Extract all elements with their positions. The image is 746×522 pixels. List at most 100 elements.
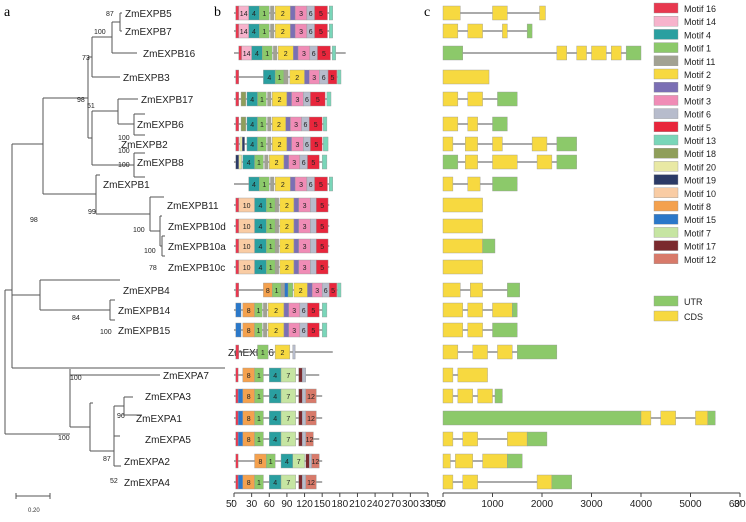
cds-block — [442, 302, 463, 318]
cds-block — [492, 5, 508, 21]
panel-label-b: b — [214, 5, 221, 20]
utr-block — [482, 238, 496, 254]
motif-box — [237, 388, 244, 404]
legend-swatch — [653, 2, 679, 14]
motif-box — [235, 410, 239, 426]
motif-box — [280, 474, 296, 490]
motif-box — [293, 197, 299, 213]
legend-swatch — [653, 253, 679, 265]
motif-box-label: 2 — [285, 224, 289, 231]
motif-box-label: 7 — [286, 416, 290, 423]
legend-swatch — [653, 68, 679, 80]
cds-block — [507, 431, 528, 447]
utr-block — [492, 322, 518, 338]
cds-block — [467, 91, 483, 107]
motif-box — [286, 91, 292, 107]
motif-box-label: 6 — [302, 328, 306, 335]
bootstrap-value: 100 — [133, 227, 145, 234]
motif-box — [235, 238, 239, 254]
cds-block — [467, 302, 483, 318]
motif-box-label: 6 — [324, 288, 328, 295]
motif-box-label: 7 — [286, 437, 290, 444]
motif-box-label: 8 — [259, 459, 263, 466]
utr-block — [492, 176, 518, 192]
cds-block — [467, 176, 481, 192]
motif-box-label: 6 — [302, 308, 306, 315]
motif-box-label: 1 — [260, 122, 264, 129]
utr-block — [551, 474, 572, 490]
cds-block — [442, 474, 454, 490]
cds-block — [531, 136, 548, 152]
legend-label: Motif 6 — [684, 110, 711, 120]
motif-box-label: 5 — [311, 160, 315, 167]
bootstrap-value: 98 — [30, 217, 38, 224]
motif-box — [235, 259, 239, 275]
motif-box-label: 4 — [252, 11, 256, 18]
axis-c-3prime: 3' — [734, 499, 742, 510]
motif-box — [254, 410, 264, 426]
motif-box — [235, 431, 239, 447]
gene-label: ZmEXPB1 — [103, 180, 150, 191]
motif-box-label: 1 — [257, 437, 261, 444]
legend-label: Motif 18 — [684, 149, 716, 159]
cds-block — [442, 69, 490, 85]
cds-block — [497, 344, 513, 360]
motif-box-label: 5 — [331, 288, 335, 295]
motif-box-label: 2 — [284, 51, 288, 58]
motif-box — [310, 91, 326, 107]
motif-box-label: 4 — [255, 51, 259, 58]
legend-label: Motif 10 — [684, 189, 716, 199]
cds-block — [467, 116, 478, 132]
motif-box — [317, 45, 331, 61]
motif-box — [235, 5, 239, 21]
motif-box — [257, 136, 267, 152]
motif-box-label: 5 — [322, 51, 326, 58]
motif-box-label: 7 — [286, 480, 290, 487]
motif-box-label: 14 — [240, 11, 248, 18]
motif-box — [301, 367, 306, 383]
motif-box — [263, 322, 268, 338]
motif-box — [235, 344, 239, 360]
motif-box — [286, 136, 292, 152]
motif-box-label: 10 — [243, 203, 251, 210]
motif-box — [298, 410, 303, 426]
legend-label: CDS — [684, 312, 703, 322]
cds-block — [442, 23, 459, 39]
motif-box-label: 5 — [320, 265, 324, 272]
motif-box-label: 4 — [259, 224, 263, 231]
bootstrap-value: 73 — [82, 55, 90, 62]
motif-box-label: 5 — [320, 224, 324, 231]
utr-block — [517, 344, 558, 360]
axis-b-tick: 270 — [384, 499, 401, 510]
motif-box — [235, 69, 239, 85]
motif-box-label: 8 — [247, 373, 251, 380]
legend-swatch — [653, 295, 679, 307]
structure-axis: 5' 3' 0 1000 2000 3000 4000 5000 6000 — [436, 492, 746, 510]
bootstrap-value: 100 — [118, 148, 130, 155]
motif-box-label: 2 — [281, 350, 285, 357]
motif-box-label: 6 — [322, 75, 326, 82]
motif-box — [267, 116, 272, 132]
legend-label: Motif 11 — [684, 57, 715, 67]
axis-b-tick: 330 — [420, 499, 437, 510]
bootstrap-value: 100 — [144, 248, 156, 255]
motif-box-label: 1 — [275, 288, 279, 295]
motif-box — [307, 282, 313, 298]
motif-box — [301, 410, 306, 426]
bootstrap-value: 87 — [106, 11, 114, 18]
gene-label: ZmEXPB17 — [141, 95, 194, 106]
gene-label: ZmEXPA7 — [163, 371, 209, 382]
legend-label: Motif 8 — [684, 202, 711, 212]
motif-box-label: 3 — [292, 160, 296, 167]
motif-box-label: 5 — [331, 75, 335, 82]
motif-box-label: 7 — [286, 373, 290, 380]
gene-structure-panel — [442, 5, 716, 490]
gene-label: ZmEXPB11 — [167, 201, 219, 212]
motif-box-label: 10 — [243, 244, 251, 251]
motif-box-label: 2 — [299, 288, 303, 295]
motif-box-label: 1 — [269, 203, 273, 210]
panel-label-c: c — [424, 5, 430, 20]
motif-box-label: 1 — [257, 416, 261, 423]
motif-box — [298, 388, 303, 404]
